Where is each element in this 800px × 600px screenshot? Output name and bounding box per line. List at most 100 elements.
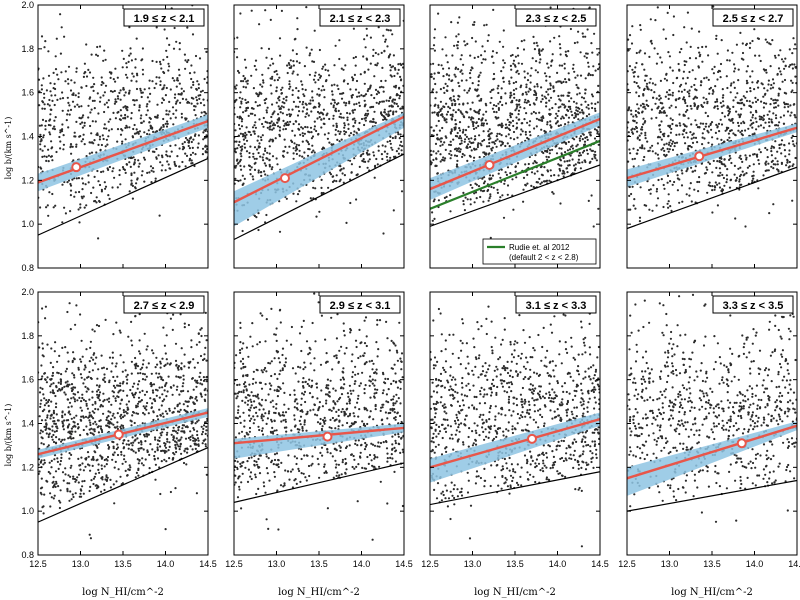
scatter-point bbox=[243, 165, 246, 168]
scatter-point bbox=[277, 113, 280, 116]
scatter-point bbox=[458, 85, 461, 88]
scatter-point bbox=[440, 64, 443, 67]
scatter-point bbox=[727, 109, 730, 112]
scatter-point bbox=[596, 130, 599, 133]
scatter-point bbox=[558, 98, 561, 101]
scatter-point bbox=[532, 35, 535, 39]
scatter-point bbox=[66, 482, 69, 485]
scatter-point bbox=[768, 110, 771, 113]
scatter-point bbox=[672, 81, 675, 85]
scatter-point bbox=[562, 117, 565, 120]
scatter-point bbox=[469, 76, 472, 79]
scatter-point bbox=[660, 138, 663, 141]
scatter-point bbox=[729, 129, 732, 132]
scatter-point bbox=[363, 70, 366, 73]
scatter-point bbox=[126, 115, 129, 118]
scatter-point bbox=[165, 113, 168, 116]
scatter-point bbox=[752, 121, 755, 124]
scatter-point bbox=[446, 85, 449, 88]
scatter-point bbox=[369, 84, 372, 87]
scatter-point bbox=[501, 124, 504, 127]
scatter-point bbox=[569, 154, 572, 157]
scatter-point bbox=[684, 101, 687, 105]
scatter-point bbox=[441, 113, 444, 116]
scatter-point bbox=[754, 117, 757, 120]
scatter-point bbox=[521, 130, 524, 133]
scatter-point bbox=[473, 201, 476, 204]
scatter-point bbox=[48, 119, 51, 122]
scatter-point bbox=[142, 411, 145, 415]
scatter-point bbox=[346, 116, 349, 119]
scatter-point bbox=[520, 40, 523, 43]
scatter-point bbox=[545, 105, 548, 108]
scatter-point bbox=[135, 132, 138, 135]
scatter-point bbox=[567, 78, 571, 81]
scatter-point bbox=[166, 55, 169, 59]
scatter-point bbox=[279, 107, 282, 110]
scatter-point bbox=[473, 56, 476, 60]
scatter-point bbox=[40, 399, 43, 402]
scatter-point bbox=[262, 153, 265, 156]
scatter-point bbox=[269, 84, 272, 87]
scatter-point bbox=[204, 129, 207, 132]
scatter-point bbox=[185, 154, 189, 157]
scatter-point bbox=[324, 80, 328, 83]
scatter-point bbox=[151, 59, 154, 63]
scatter-point bbox=[92, 142, 95, 145]
scatter-point bbox=[560, 147, 563, 150]
scatter-point bbox=[119, 98, 122, 101]
scatter-point bbox=[659, 136, 662, 139]
scatter-point bbox=[117, 97, 120, 100]
scatter-point bbox=[364, 103, 367, 106]
scatter-point bbox=[287, 108, 290, 111]
scatter-point bbox=[542, 151, 545, 155]
scatter-point bbox=[637, 85, 640, 88]
scatter-point bbox=[517, 113, 520, 116]
scatter-point bbox=[437, 113, 440, 116]
scatter-point bbox=[265, 213, 268, 217]
scatter-point bbox=[557, 94, 560, 98]
scatter-point bbox=[133, 162, 136, 165]
scatter-point bbox=[762, 174, 765, 177]
scatter-point bbox=[756, 80, 760, 83]
scatter-point bbox=[108, 397, 111, 400]
scatter-point bbox=[441, 143, 444, 146]
scatter-point bbox=[711, 89, 715, 92]
scatter-point bbox=[576, 143, 579, 146]
scatter-point bbox=[50, 347, 53, 350]
scatter-point bbox=[451, 104, 454, 107]
scatter-point bbox=[179, 445, 182, 448]
scatter-point bbox=[130, 111, 133, 115]
scatter-point bbox=[313, 105, 316, 108]
scatter-point bbox=[488, 152, 491, 155]
scatter-point bbox=[705, 76, 708, 79]
scatter-point bbox=[733, 70, 736, 73]
scatter-point bbox=[686, 11, 690, 14]
scatter-point bbox=[701, 143, 704, 146]
scatter-point bbox=[496, 132, 499, 135]
scatter-point bbox=[466, 102, 469, 105]
scatter-point bbox=[318, 116, 321, 119]
scatter-point bbox=[559, 124, 563, 127]
scatter-point bbox=[569, 107, 572, 111]
scatter-point bbox=[678, 68, 681, 71]
scatter-point bbox=[268, 165, 271, 168]
scatter-point bbox=[779, 49, 782, 52]
scatter-point bbox=[748, 46, 752, 50]
scatter-point bbox=[470, 149, 473, 152]
scatter-point bbox=[92, 89, 95, 92]
scatter-point bbox=[564, 50, 567, 53]
scatter-point bbox=[551, 59, 554, 62]
scatter-point bbox=[246, 82, 249, 85]
scatter-point bbox=[62, 134, 65, 137]
scatter-point bbox=[368, 87, 371, 90]
scatter-point bbox=[102, 94, 105, 97]
scatter-point bbox=[545, 101, 548, 104]
scatter-point bbox=[355, 198, 358, 201]
scatter-point bbox=[533, 160, 536, 163]
scatter-point bbox=[594, 102, 597, 105]
scatter-point bbox=[746, 166, 750, 169]
scatter-point bbox=[533, 172, 536, 175]
scatter-point bbox=[91, 410, 94, 413]
scatter-point bbox=[389, 69, 392, 72]
